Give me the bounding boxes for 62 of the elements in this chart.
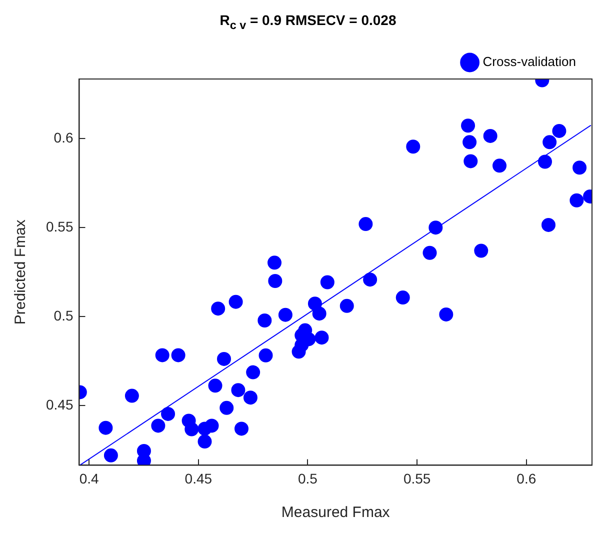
point — [124, 388, 139, 403]
point — [231, 383, 246, 398]
point — [278, 308, 292, 322]
point — [461, 118, 476, 133]
point — [358, 217, 373, 232]
y-tick-label: 0.45 — [46, 396, 74, 412]
point — [243, 390, 258, 405]
x-tick-label: 0.5 — [298, 470, 318, 486]
point — [541, 218, 556, 232]
point — [268, 256, 282, 270]
point — [151, 418, 166, 433]
point — [474, 244, 488, 258]
point — [462, 135, 477, 150]
y-axis-title: Predicted Fmax — [12, 219, 30, 325]
point — [492, 158, 507, 173]
x-tick-label: 0.45 — [184, 470, 212, 486]
point — [572, 160, 587, 175]
point — [422, 246, 437, 260]
point — [340, 298, 354, 313]
point — [483, 128, 498, 143]
y-tick-label: 0.55 — [46, 218, 74, 234]
chart-title: R$_{c v}$ = 0.9 RMSECV = 0.028 — [218, 11, 398, 34]
point — [396, 290, 410, 305]
point — [220, 400, 234, 415]
point — [464, 154, 478, 168]
point — [217, 352, 231, 366]
x-tick-label: 0.4 — [79, 470, 100, 486]
y-tick-label: 0.6 — [54, 129, 74, 146]
y-tick-label: 0.5 — [54, 307, 74, 324]
point — [363, 272, 378, 287]
x-tick-label: 0.55 — [403, 470, 431, 486]
point — [258, 348, 273, 362]
x-tick-label: 0.6 — [516, 470, 536, 486]
point — [320, 275, 334, 290]
point — [258, 314, 272, 328]
point — [208, 378, 222, 393]
point — [312, 306, 326, 321]
point — [428, 220, 443, 235]
point — [198, 434, 212, 449]
point — [292, 344, 306, 359]
point — [104, 448, 118, 462]
point — [155, 348, 170, 362]
point — [234, 422, 248, 436]
point — [161, 406, 176, 421]
point — [268, 274, 282, 288]
point — [98, 420, 113, 435]
point — [552, 124, 566, 138]
point — [136, 454, 151, 466]
point — [184, 422, 199, 436]
point — [542, 135, 557, 150]
point — [204, 418, 219, 433]
x-axis-title: Measured Fmax — [281, 504, 390, 522]
point — [171, 348, 186, 362]
point — [538, 154, 552, 169]
point — [439, 307, 454, 322]
legend-label: Cross-validation — [482, 54, 576, 70]
point — [228, 294, 243, 309]
point — [570, 193, 584, 208]
point — [246, 365, 260, 380]
point — [314, 330, 329, 345]
point — [406, 140, 420, 154]
point — [211, 302, 226, 316]
